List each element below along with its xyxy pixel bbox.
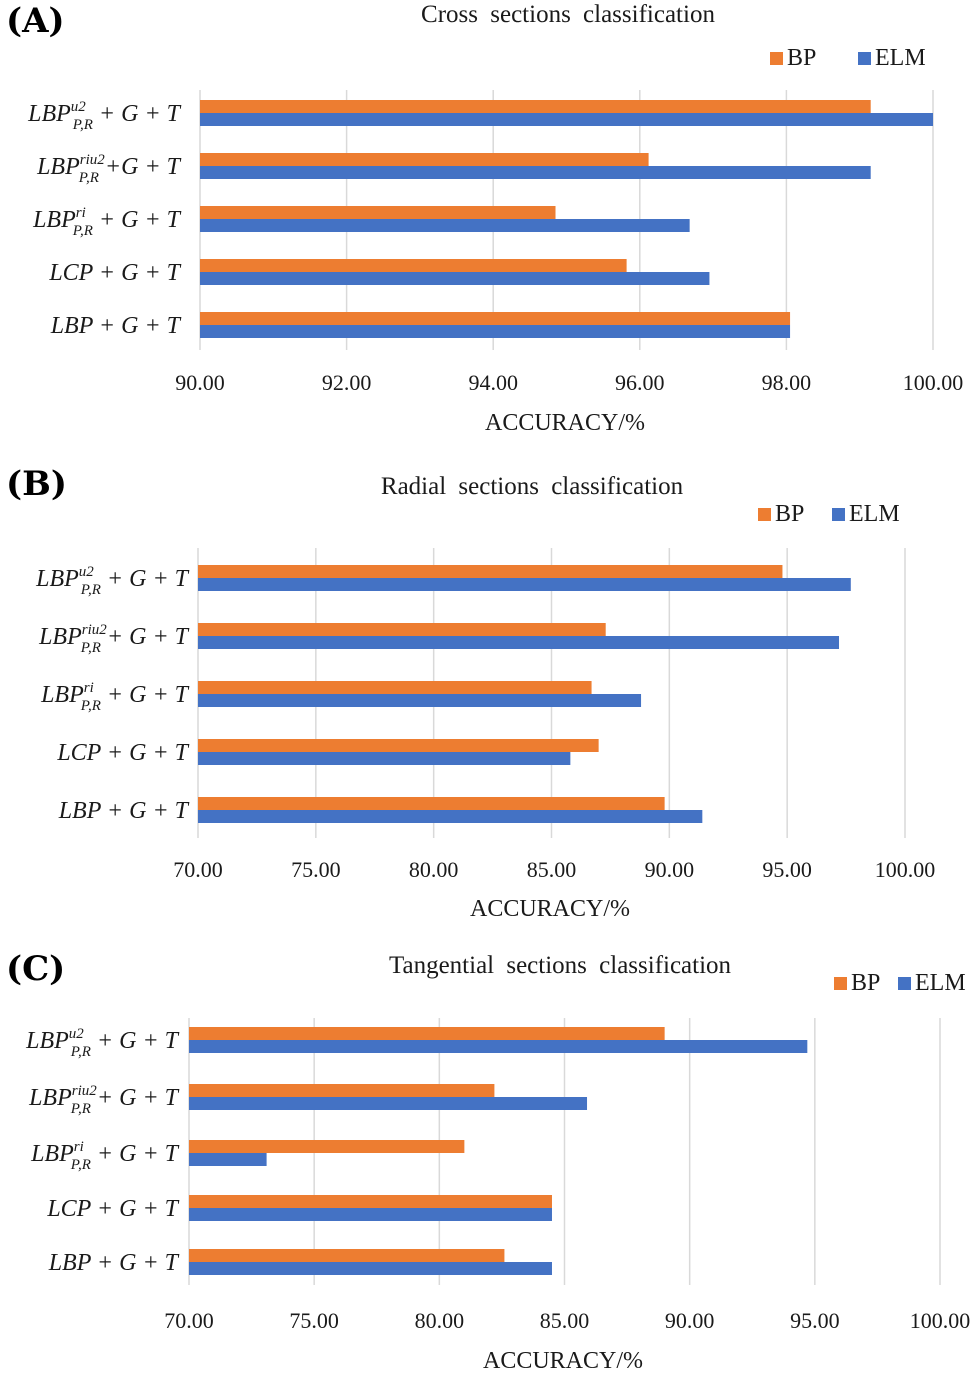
legend-label-bp: BP: [851, 970, 880, 996]
bar-elm: [189, 1040, 808, 1053]
x-axis-title: ACCURACY/%: [483, 1348, 643, 1373]
x-tick-label: 90.00: [665, 1308, 715, 1333]
chart-panel-3: (C) Tangential sections classification BP E…: [6, 949, 970, 1373]
bar-bp: [198, 623, 606, 636]
chart-panel-1: (A) Cross sections classification BP ELM 90.…: [6, 1, 963, 436]
category-label: LBPriu2 P,R + G + T: [28, 1083, 180, 1117]
x-tick-label: 80.00: [409, 857, 459, 882]
x-tick-label: 75.00: [291, 857, 341, 882]
bar-bp: [200, 153, 649, 166]
chart-title: Radial sections classification: [381, 473, 684, 500]
bar-bp: [189, 1140, 465, 1153]
panel-label: (A): [6, 1, 65, 41]
chart-panel-2: (B) Radial sections classification BP ELM 70…: [6, 464, 935, 922]
x-tick-label: 100.00: [903, 370, 964, 395]
bar-elm: [189, 1097, 588, 1110]
x-tick-label: 70.00: [173, 857, 223, 882]
bar-elm: [198, 636, 840, 649]
legend-label-bp: BP: [787, 45, 816, 71]
bar-bp: [198, 565, 783, 578]
category-label: LBPu2 P,R + G + T: [27, 99, 182, 133]
x-tick-label: 85.00: [527, 857, 577, 882]
category-label: LBPri P,R + G + T: [32, 205, 182, 239]
bar-elm: [200, 166, 871, 179]
chart-title: Cross sections classification: [421, 1, 715, 28]
bar-elm: [198, 694, 642, 707]
x-axis-title: ACCURACY/%: [485, 410, 645, 436]
bar-bp: [198, 681, 592, 694]
bar-elm: [200, 272, 710, 285]
x-tick-label: 96.00: [615, 370, 665, 395]
legend-swatch-bp: [758, 508, 771, 521]
x-tick-label: 90.00: [645, 857, 695, 882]
bar-bp: [200, 100, 871, 113]
category-label: LBPu2 P,R + G + T: [35, 564, 190, 598]
x-tick-label: 100.00: [910, 1308, 971, 1333]
x-tick-label: 95.00: [790, 1308, 840, 1333]
legend-swatch-elm: [858, 52, 871, 65]
category-label: LBP + G + T: [48, 1250, 180, 1276]
legend-swatch-bp: [770, 52, 783, 65]
bar-elm: [189, 1262, 552, 1275]
bar-elm: [198, 752, 571, 765]
bar-bp: [198, 739, 599, 752]
bar-elm: [200, 113, 933, 126]
bar-bp: [189, 1027, 665, 1040]
bar-elm: [200, 325, 791, 338]
x-tick-label: 95.00: [762, 857, 812, 882]
legend-swatch-bp: [834, 977, 847, 990]
bar-bp: [189, 1249, 505, 1262]
legend-swatch-elm: [898, 977, 911, 990]
bar-elm: [189, 1153, 267, 1166]
legend-label-elm: ELM: [875, 45, 926, 71]
category-label: LCP + G + T: [48, 260, 181, 286]
x-tick-label: 70.00: [164, 1308, 214, 1333]
x-tick-label: 75.00: [289, 1308, 339, 1333]
x-tick-label: 92.00: [322, 370, 372, 395]
legend-swatch-elm: [832, 508, 845, 521]
bar-bp: [200, 259, 627, 272]
panel-label: (B): [6, 464, 67, 504]
category-label: LBPriu2 P,R + G + T: [38, 622, 190, 656]
legend-label-bp: BP: [775, 501, 804, 527]
bar-bp: [198, 797, 665, 810]
bar-elm: [189, 1208, 552, 1221]
bar-elm: [198, 578, 851, 591]
x-tick-label: 85.00: [540, 1308, 590, 1333]
chart-title: Tangential sections classification: [389, 952, 732, 979]
x-tick-label: 90.00: [175, 370, 225, 395]
bar-bp: [189, 1084, 495, 1097]
panel-label: (C): [6, 949, 65, 989]
category-label: LBPriu2 P,R +G + T: [36, 152, 182, 186]
category-label: LCP + G + T: [56, 740, 189, 766]
category-label: LBP + G + T: [50, 313, 182, 339]
x-tick-label: 80.00: [415, 1308, 465, 1333]
x-tick-label: 100.00: [875, 857, 936, 882]
bar-bp: [200, 206, 556, 219]
category-label: LBPri P,R + G + T: [40, 680, 190, 714]
bar-bp: [189, 1195, 552, 1208]
bar-bp: [200, 312, 791, 325]
category-label: LCP + G + T: [46, 1196, 179, 1222]
x-tick-label: 98.00: [762, 370, 812, 395]
category-label: LBP + G + T: [58, 798, 190, 824]
x-axis-title: ACCURACY/%: [470, 896, 630, 922]
bar-elm: [198, 810, 703, 823]
category-label: LBPri P,R + G + T: [30, 1139, 180, 1173]
bar-elm: [200, 219, 690, 232]
legend-label-elm: ELM: [849, 501, 900, 527]
legend-label-elm: ELM: [915, 970, 966, 996]
category-label: LBPu2 P,R + G + T: [25, 1026, 180, 1060]
x-tick-label: 94.00: [468, 370, 518, 395]
